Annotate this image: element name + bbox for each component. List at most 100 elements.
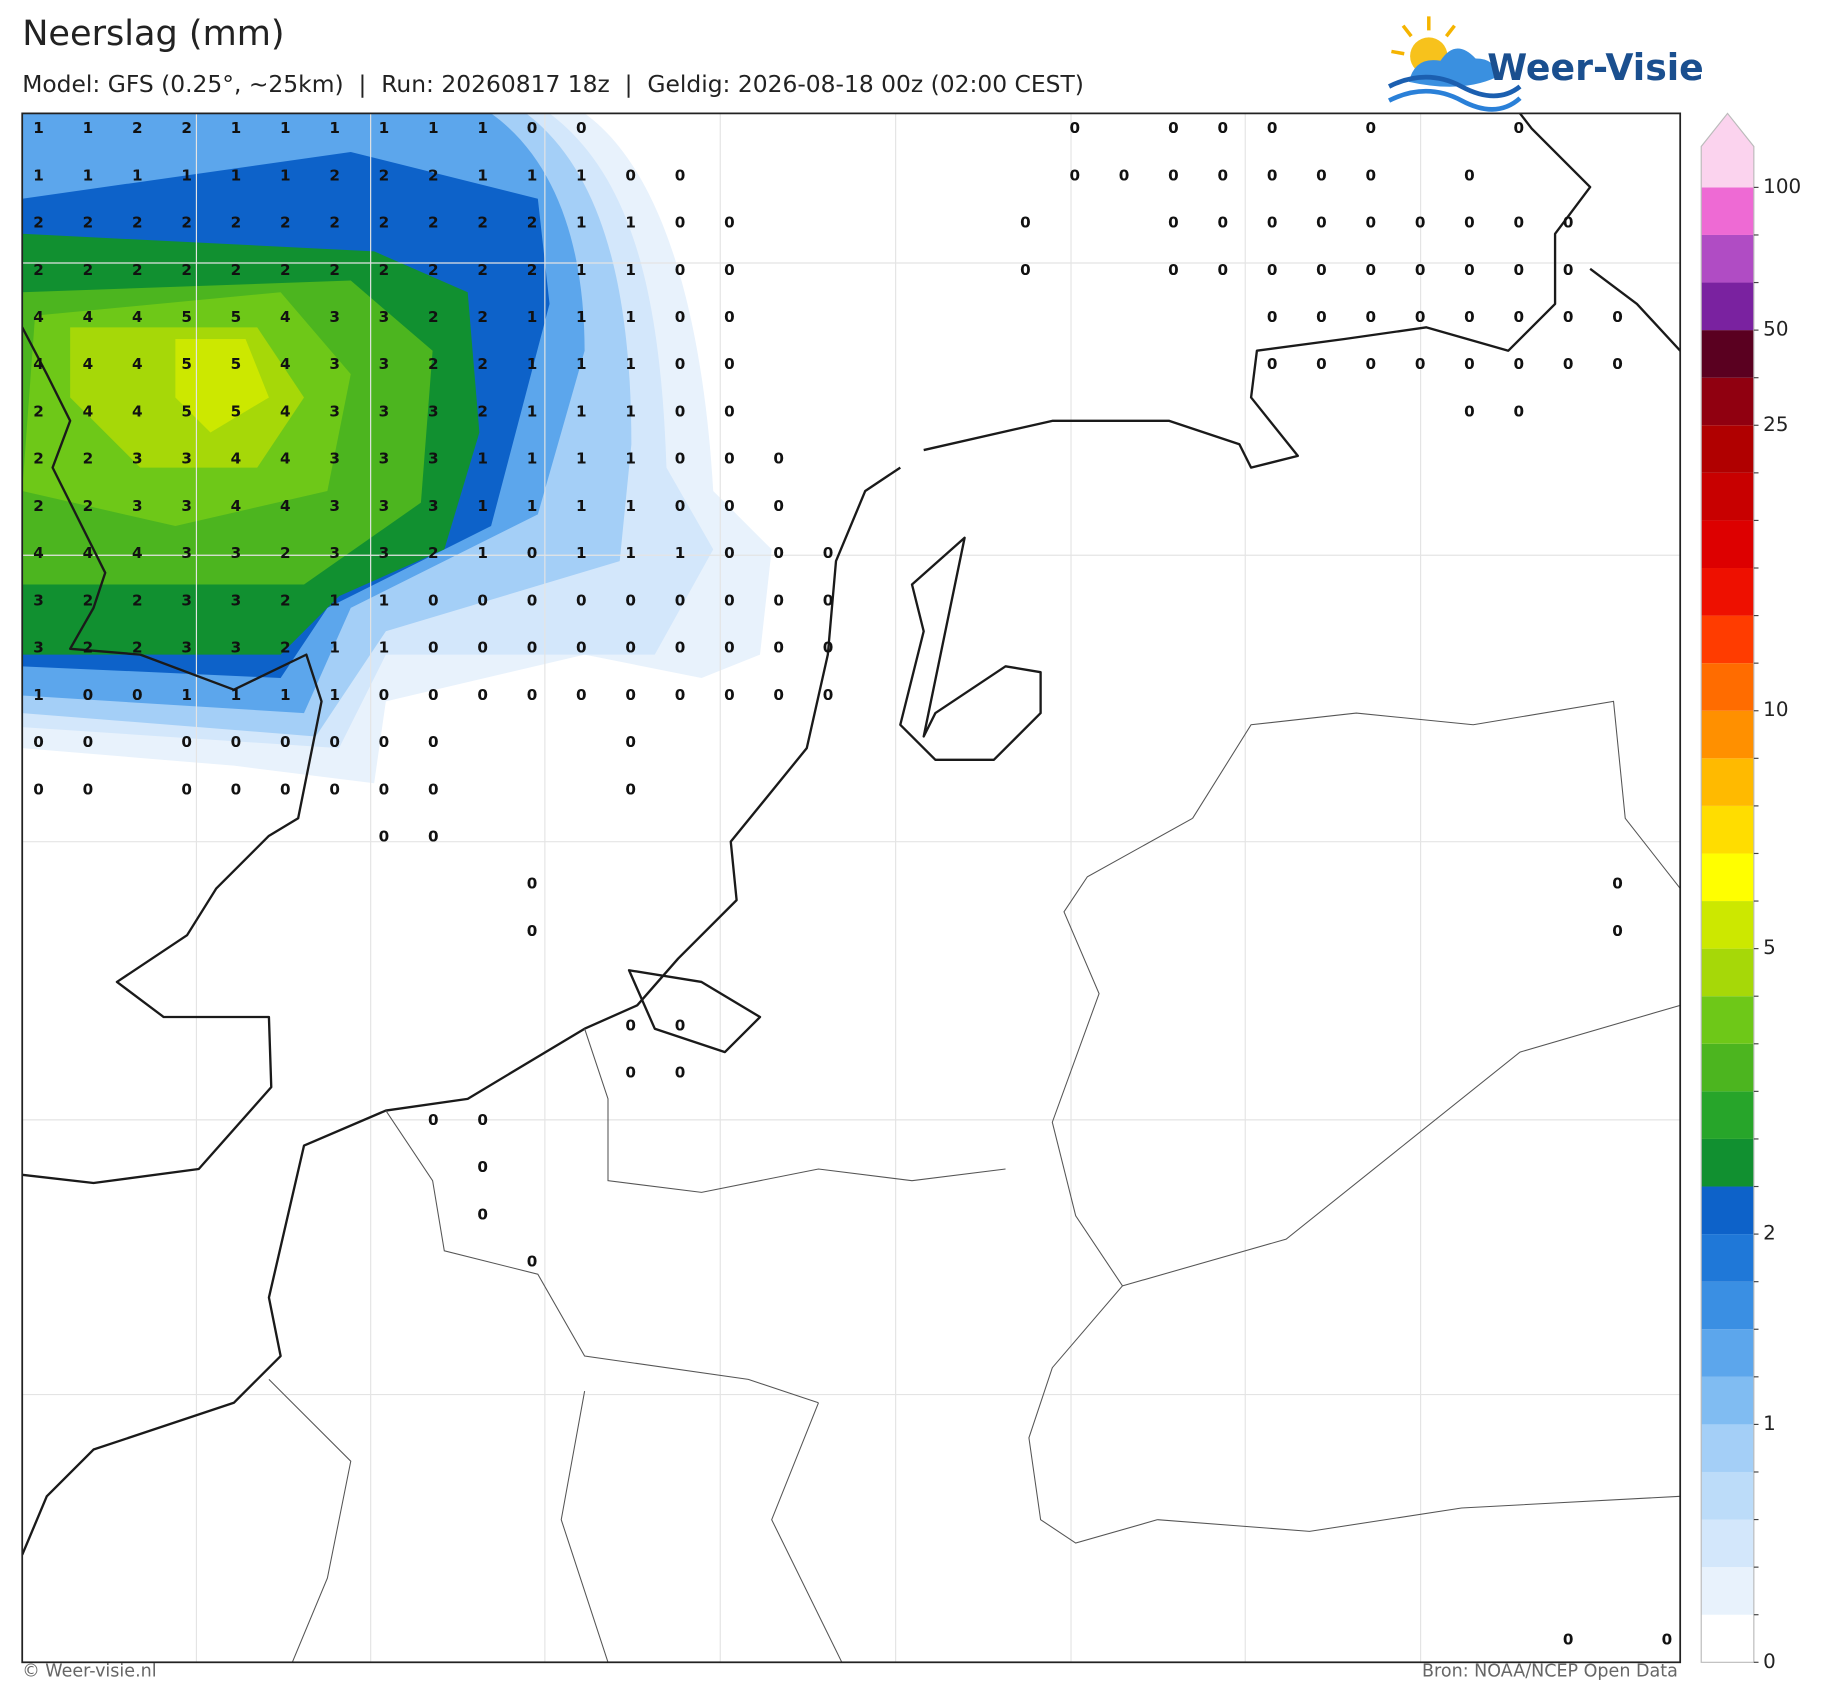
grid-value: 0 (625, 639, 636, 657)
grid-value: 0 (1563, 261, 1574, 279)
colorbar-segment (1701, 1471, 1754, 1520)
grid-value: 2 (132, 119, 143, 137)
grid-value: 0 (724, 639, 735, 657)
grid-value: 0 (675, 402, 686, 420)
grid-value: 1 (477, 166, 488, 184)
map-frame (21, 112, 1682, 1664)
grid-value: 0 (477, 1158, 488, 1176)
grid-value: 4 (83, 544, 94, 562)
grid-value: 2 (181, 261, 192, 279)
grid-value: 0 (1464, 166, 1475, 184)
grid-value: 3 (132, 497, 143, 515)
grid-value: 2 (477, 308, 488, 326)
grid-value: 1 (231, 166, 242, 184)
borders (268, 700, 1681, 1663)
grid-value: 2 (428, 261, 439, 279)
grid-value: 1 (625, 355, 636, 373)
colorbar-segment (1701, 1424, 1754, 1472)
grid-value: 0 (625, 733, 636, 751)
grid-value: 0 (1563, 214, 1574, 232)
grid-value: 1 (527, 355, 538, 373)
grid-value: 0 (1662, 1630, 1673, 1648)
grid-value: 1 (379, 639, 390, 657)
grid-value: 0 (1366, 214, 1377, 232)
grid-value: 3 (329, 544, 340, 562)
grid-value: 1 (83, 166, 94, 184)
grid-value: 3 (231, 639, 242, 657)
grid-value: 0 (625, 591, 636, 609)
grid-value: 0 (1020, 261, 1031, 279)
grid-value: 2 (280, 544, 291, 562)
grid-value: 0 (1168, 166, 1179, 184)
footer-right: Bron: NOAA/NCEP Open Data (1422, 1662, 1678, 1681)
grid-value: 0 (724, 544, 735, 562)
grid-value: 0 (1612, 922, 1623, 940)
grid-value: 0 (1267, 261, 1278, 279)
grid-value: 0 (1464, 402, 1475, 420)
grid-value: 0 (823, 686, 834, 704)
grid-value: 0 (1464, 308, 1475, 326)
colorbar-segment (1701, 1186, 1754, 1235)
grid-value: 0 (428, 639, 439, 657)
grid-value: 1 (181, 686, 192, 704)
grid-value: 0 (724, 686, 735, 704)
colorbar-extend (1701, 113, 1754, 188)
grid-value: 0 (83, 686, 94, 704)
grid-value: 0 (675, 591, 686, 609)
grid-value: 0 (1366, 308, 1377, 326)
footer-left: © Weer-visie.nl (22, 1662, 156, 1681)
colorbar-segment (1701, 1281, 1754, 1330)
grid-value: 3 (379, 450, 390, 468)
grid-value: 1 (379, 591, 390, 609)
grid-value: 1 (527, 402, 538, 420)
grid-value: 2 (329, 166, 340, 184)
grid-value: 2 (428, 544, 439, 562)
grid-value: 2 (83, 450, 94, 468)
grid-value: 2 (33, 450, 44, 468)
grid-value: 4 (231, 450, 242, 468)
grid-value: 1 (576, 544, 587, 562)
grid-value: 4 (132, 308, 143, 326)
grid-value: 1 (329, 119, 340, 137)
grid-value: 1 (675, 544, 686, 562)
grid-value: 3 (231, 544, 242, 562)
grid-value: 2 (379, 214, 390, 232)
grid-value: 2 (132, 261, 143, 279)
grid-value: 0 (428, 591, 439, 609)
grid-value: 3 (132, 450, 143, 468)
grid-value: 2 (477, 214, 488, 232)
grid-value: 0 (724, 497, 735, 515)
grid-value: 2 (280, 261, 291, 279)
grid-value: 4 (132, 402, 143, 420)
title: Neerslag (mm) (22, 13, 284, 54)
grid-value: 0 (724, 261, 735, 279)
grid-value: 0 (625, 1064, 636, 1082)
colorbar-tick-label: 50 (1763, 318, 1788, 341)
grid-value: 0 (675, 355, 686, 373)
grid-value: 1 (576, 166, 587, 184)
grid-value: 0 (1217, 214, 1228, 232)
grid-value: 0 (823, 591, 834, 609)
grid-value: 0 (1464, 261, 1475, 279)
grid-value: 3 (231, 591, 242, 609)
grid-value: 0 (773, 639, 784, 657)
colorbar-tick-label: 2 (1763, 1222, 1776, 1245)
colorbar-segment (1701, 568, 1754, 616)
grid-value: 0 (675, 308, 686, 326)
grid-value: 2 (33, 402, 44, 420)
grid-value: 0 (527, 544, 538, 562)
grid-value: 0 (1415, 355, 1426, 373)
grid-value: 0 (1069, 166, 1080, 184)
grid-value: 0 (1316, 261, 1327, 279)
logo-text: Weer-Visie (1487, 46, 1704, 89)
grid-value: 2 (181, 119, 192, 137)
grid-value: 3 (329, 497, 340, 515)
grid-value: 0 (724, 591, 735, 609)
grid-value: 1 (379, 119, 390, 137)
grid-value: 3 (428, 450, 439, 468)
grid-value: 3 (181, 639, 192, 657)
colorbar-segment (1701, 1234, 1754, 1282)
grid-value: 0 (1267, 166, 1278, 184)
grid-value: 0 (83, 733, 94, 751)
